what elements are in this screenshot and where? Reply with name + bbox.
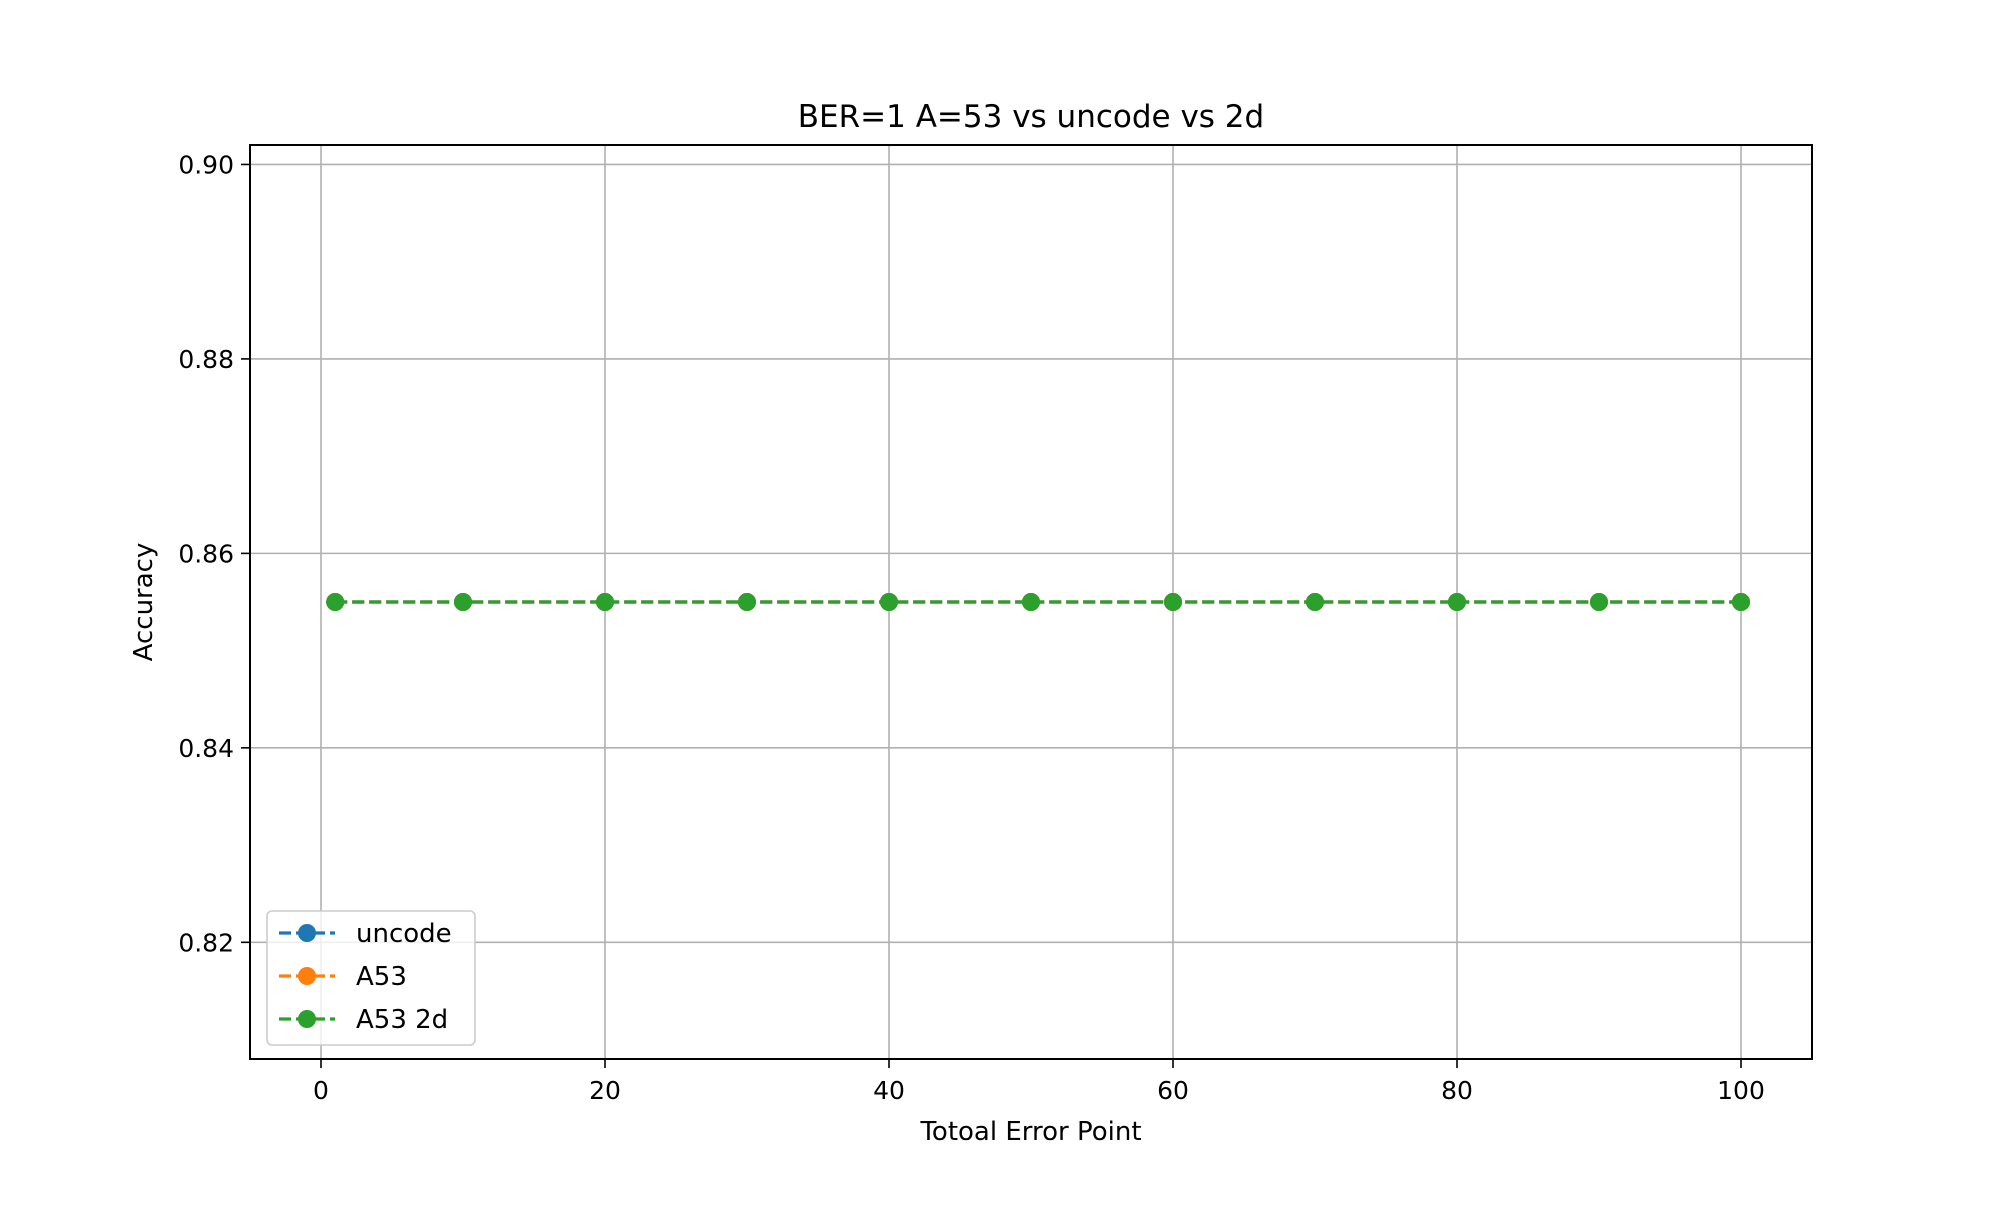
- legend-label: A53 2d: [356, 1005, 448, 1035]
- legend-marker: [298, 924, 316, 942]
- data-point: [738, 593, 756, 611]
- data-point: [1306, 593, 1324, 611]
- x-axis-label: Totoal Error Point: [919, 1117, 1141, 1147]
- y-axis-label: Accuracy: [129, 543, 159, 662]
- x-tick-label: 100: [1717, 1076, 1765, 1105]
- y-tick-label: 0.86: [178, 539, 234, 568]
- x-tick-label: 60: [1157, 1076, 1189, 1105]
- x-tick-label: 80: [1441, 1076, 1473, 1105]
- data-point: [1164, 593, 1182, 611]
- plot-frame: [249, 144, 1813, 1060]
- data-point: [1448, 593, 1466, 611]
- y-tick-label: 0.82: [178, 928, 234, 957]
- data-point: [454, 593, 472, 611]
- legend-box: [266, 910, 476, 1046]
- data-point: [1590, 593, 1608, 611]
- legend-marker: [298, 967, 316, 985]
- chart-title: BER=1 A=53 vs uncode vs 2d: [798, 99, 1264, 135]
- data-point: [596, 593, 614, 611]
- x-tick-label: 40: [873, 1076, 905, 1105]
- legend-label: uncode: [356, 919, 452, 949]
- x-tick-label: 0: [313, 1076, 329, 1105]
- x-tick-label: 20: [589, 1076, 621, 1105]
- legend-marker: [298, 1010, 316, 1028]
- y-tick-label: 0.90: [178, 150, 234, 179]
- series-3: [326, 593, 1750, 611]
- data-point: [1732, 593, 1750, 611]
- data-point: [326, 593, 345, 611]
- y-tick-label: 0.84: [178, 734, 234, 763]
- axis-ticks: 0 20 40 60 80 100 0.82 0.84 0.86 0.88 0.90: [178, 150, 1765, 1105]
- legend-label: A53: [356, 962, 407, 992]
- legend: uncode A53 A53 2d: [266, 910, 476, 1046]
- series-layer: [326, 593, 1750, 611]
- y-tick-label: 0.88: [178, 345, 234, 374]
- data-point: [1022, 593, 1040, 611]
- data-point: [880, 593, 898, 611]
